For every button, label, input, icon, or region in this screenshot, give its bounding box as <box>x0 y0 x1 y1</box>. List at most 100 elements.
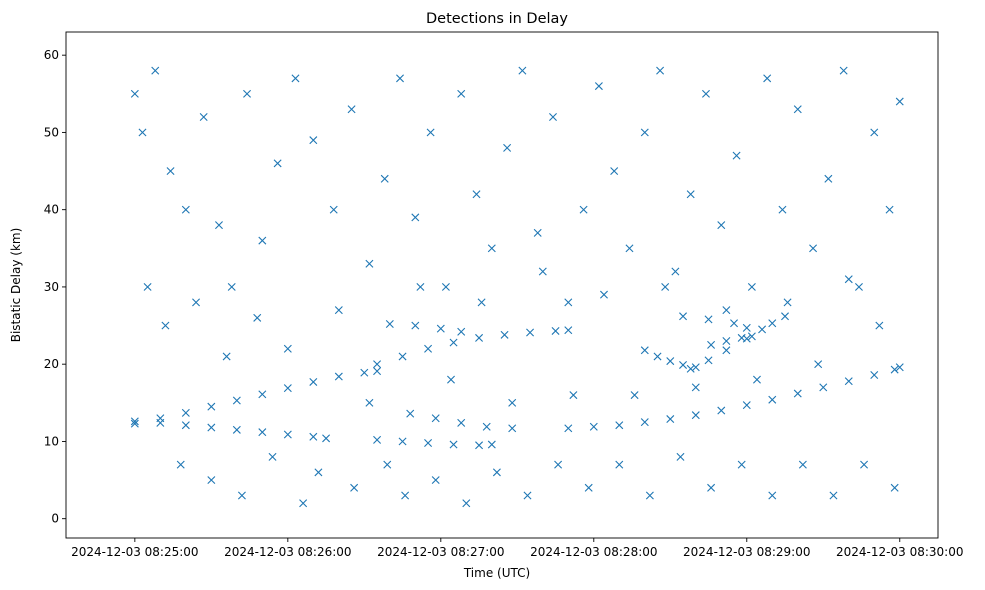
data-point <box>809 244 818 253</box>
data-point <box>584 483 593 492</box>
data-point <box>373 367 382 376</box>
data-point <box>273 159 282 168</box>
data-point <box>701 89 710 98</box>
series-0 <box>130 367 382 428</box>
data-point <box>314 468 323 477</box>
data-point <box>492 468 501 477</box>
series-2 <box>373 326 573 369</box>
data-point <box>814 360 823 369</box>
data-point <box>138 128 147 137</box>
data-point <box>526 328 535 337</box>
data-point <box>396 74 405 83</box>
data-point <box>890 483 899 492</box>
data-point <box>793 389 802 398</box>
data-point <box>890 365 899 374</box>
data-point <box>283 344 292 353</box>
x-axis-label: Time (UTC) <box>463 566 530 580</box>
data-point <box>283 384 292 393</box>
data-point <box>475 441 484 450</box>
data-point <box>477 298 486 307</box>
data-point <box>398 352 407 361</box>
data-point <box>151 66 160 75</box>
data-point <box>472 190 481 199</box>
data-point <box>431 414 440 423</box>
data-point <box>640 346 649 355</box>
data-point <box>564 326 573 335</box>
data-point <box>161 321 170 330</box>
data-point <box>691 411 700 420</box>
data-point <box>426 128 435 137</box>
data-point <box>130 419 139 428</box>
data-point <box>181 408 190 417</box>
data-point <box>551 326 560 335</box>
data-point <box>844 377 853 386</box>
data-point <box>885 205 894 214</box>
data-point <box>416 282 425 291</box>
data-point <box>839 66 848 75</box>
data-point <box>457 89 466 98</box>
data-point <box>549 112 557 121</box>
data-point <box>707 483 716 492</box>
data-point <box>589 422 598 431</box>
data-point <box>844 275 853 284</box>
data-point <box>424 438 433 447</box>
data-point <box>447 375 455 384</box>
data-point <box>130 417 139 426</box>
data-point <box>457 418 466 427</box>
data-point <box>722 306 731 315</box>
data-point <box>232 396 241 405</box>
axes: 2024-12-03 08:25:00 2024-12-03 08:26:00 20… <box>44 31 963 559</box>
data-point <box>824 174 833 183</box>
data-point <box>666 357 675 366</box>
data-point <box>783 298 792 307</box>
data-point <box>768 491 777 500</box>
data-point <box>373 360 382 369</box>
data-point <box>291 74 300 83</box>
data-point <box>365 398 374 407</box>
data-point <box>722 346 731 355</box>
data-point <box>482 422 491 431</box>
data-point <box>758 325 767 334</box>
data-point <box>166 167 175 176</box>
data-point <box>653 352 662 361</box>
series-8 <box>679 312 790 332</box>
data-point <box>533 228 542 237</box>
data-point <box>763 74 772 83</box>
data-point <box>207 476 216 485</box>
data-point <box>441 282 450 291</box>
data-point <box>365 259 374 268</box>
data-point <box>299 499 308 508</box>
data-point <box>732 151 741 160</box>
data-point <box>704 315 713 324</box>
x-tick-label: 2024-12-03 08:29:00 <box>683 545 810 559</box>
data-point <box>508 398 517 407</box>
data-point <box>258 390 267 399</box>
x-tick-label: 2024-12-03 08:30:00 <box>836 545 963 559</box>
series-6 <box>564 363 904 433</box>
data-point <box>895 363 904 372</box>
data-point <box>207 423 216 432</box>
data-point <box>373 435 382 444</box>
y-tick-label: 50 <box>44 125 59 139</box>
series-4 <box>373 435 496 450</box>
data-point <box>579 205 588 214</box>
data-point <box>564 424 573 433</box>
data-point <box>538 267 547 276</box>
data-point <box>156 418 165 427</box>
data-point <box>334 372 343 381</box>
data-point <box>615 460 624 469</box>
data-point <box>385 320 394 329</box>
data-point <box>329 205 338 214</box>
data-point <box>207 402 216 411</box>
data-point <box>717 406 726 415</box>
y-tick-label: 30 <box>44 280 59 294</box>
data-point <box>752 375 761 384</box>
data-point <box>411 213 420 222</box>
data-point <box>199 112 208 121</box>
data-point <box>424 344 433 353</box>
data-point <box>768 395 777 404</box>
data-point <box>615 421 624 430</box>
data-point <box>666 415 675 424</box>
data-point <box>676 452 685 461</box>
